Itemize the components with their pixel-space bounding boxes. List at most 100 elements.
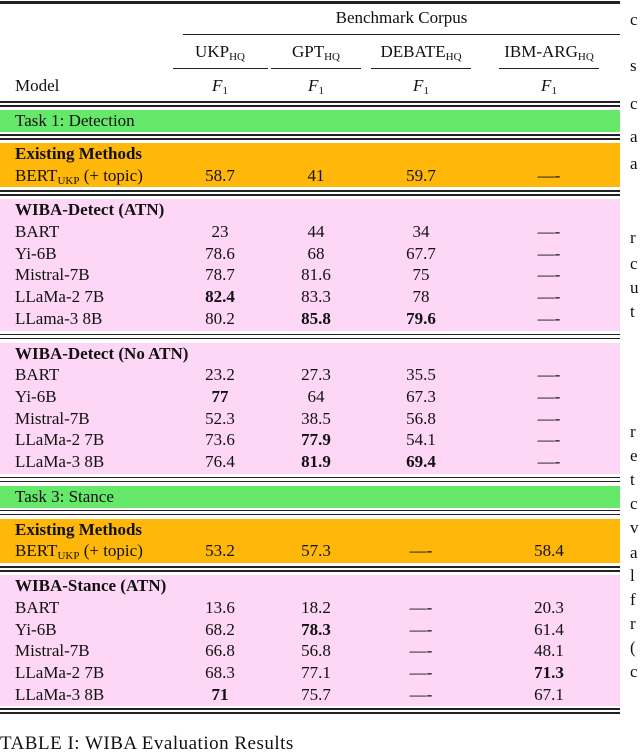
score-cell: —- (537, 386, 561, 406)
task-label: Task 3: Stance (15, 486, 114, 506)
score-cell: 18.2 (301, 597, 331, 617)
model-name: BART (15, 597, 59, 619)
double-rule (0, 712, 620, 714)
table-row: LLaMa-3 8B 71 75.7 —- 67.1 (0, 684, 620, 706)
model-name: LLama-3 8B (15, 308, 102, 330)
double-rule (0, 513, 620, 516)
metric-header: F1 (361, 76, 481, 97)
column-name: UKP (195, 42, 230, 61)
model-name-text: BERT (15, 541, 58, 561)
score-cell: —- (537, 308, 561, 328)
metric-header: F1 (256, 76, 376, 97)
score-cell: 77.1 (301, 662, 331, 682)
model-header: Model (15, 76, 60, 95)
double-rule (0, 337, 620, 340)
column-name: DEBATE (380, 42, 446, 61)
model-name: LLaMa-3 8B (15, 451, 104, 473)
score-cell: 61.4 (534, 619, 564, 639)
group-band-wiba: WIBA-Detect (ATN) BART 23 44 34 —- Yi-6B 78.6 68… (0, 199, 620, 331)
model-name-text: LLama-3 8B (15, 308, 103, 328)
score-cell: —- (537, 452, 561, 472)
score-cell: —- (409, 684, 433, 704)
double-rule (0, 194, 620, 196)
score-cell: 80.2 (205, 308, 235, 328)
score-cell: 44 (307, 222, 325, 242)
metric-name: F (413, 76, 424, 95)
table-row: BERTUKP (+ topic) 53.2 57.3 —- 58.4 (0, 540, 620, 562)
model-name-text: Yi-6B (15, 619, 57, 639)
table-row: LLaMa-2 7B 73.6 77.9 54.1 —- (0, 429, 620, 451)
score-cell: 79.6 (406, 308, 436, 328)
margin-text-fragment: a (630, 154, 638, 173)
margin-text-fragment: r (630, 614, 636, 633)
group-band-wiba: WIBA-Stance (ATN) BART 13.6 18.2 —- 20.3 Yi-6B… (0, 575, 620, 707)
top-rule (0, 1, 620, 4)
task-band: Task 3: Stance (0, 485, 620, 508)
score-cell: 81.9 (301, 452, 331, 472)
double-rule (0, 105, 620, 107)
model-name-text: LLaMa-3 8B (15, 684, 105, 704)
score-cell: 77.9 (301, 430, 331, 450)
margin-text-fragment: f (630, 590, 636, 609)
double-rule (0, 333, 620, 336)
group-band-existing: Existing Methods BERTUKP (+ topic) 53.2 57.… (0, 518, 620, 564)
model-subscript: UKP (57, 550, 80, 563)
score-cell: 78.3 (301, 619, 331, 639)
table-row: LLama-3 8B 80.2 85.8 79.6 —- (0, 308, 620, 330)
score-cell: 23 (211, 222, 229, 242)
group-band-existing: Existing Methods BERTUKP (+ topic) 58.7 41 5… (0, 143, 620, 188)
model-name-text: LLaMa-2 7B (15, 662, 105, 682)
score-cell: —- (409, 662, 433, 682)
model-name-text: Yi-6B (15, 386, 57, 406)
score-cell: 35.5 (406, 365, 436, 385)
score-cell: 57.3 (301, 541, 331, 561)
double-rule (0, 509, 620, 512)
model-suffix: (+ topic) (79, 541, 143, 561)
metric-subscript: 1 (222, 85, 228, 97)
score-cell: —- (537, 287, 561, 307)
model-name: Mistral-7B (15, 264, 90, 286)
margin-text-fragment: u (630, 278, 639, 297)
group-title-text: WIBA-Stance (ATN) (15, 576, 167, 596)
column-name: GPT (291, 42, 325, 61)
margin-text-fragment: t (630, 470, 635, 489)
task-band: Task 1: Detection (0, 110, 620, 132)
column-header: DEBATEHQ (361, 42, 481, 63)
double-rule (0, 101, 620, 103)
column-subscript: HQ (445, 51, 462, 63)
score-cell: 13.6 (205, 597, 235, 617)
model-name: LLaMa-2 7B (15, 662, 104, 684)
score-cell: 78.6 (205, 243, 235, 263)
score-cell: 66.8 (205, 641, 235, 661)
margin-text-fragment: v (630, 518, 639, 537)
double-rule (0, 138, 620, 140)
table-row: LLaMa-3 8B 76.4 81.9 69.4 —- (0, 451, 620, 473)
double-rule (0, 476, 620, 479)
score-cell: 67.3 (406, 386, 436, 406)
double-rule (0, 570, 620, 572)
table-row: Mistral-7B 66.8 56.8 —- 48.1 (0, 640, 620, 662)
group-title: Existing Methods (0, 519, 620, 541)
score-cell: —- (409, 541, 433, 561)
score-cell: —- (409, 597, 433, 617)
margin-text-fragment: c (630, 94, 638, 113)
super-header: Benchmark Corpus (335, 8, 468, 27)
model-name-text: BART (15, 222, 60, 242)
column-header: GPTHQ (256, 42, 376, 63)
score-cell: —- (537, 165, 561, 185)
model-suffix: (+ topic) (79, 165, 143, 185)
double-rule (0, 708, 620, 710)
score-cell: 75.7 (301, 684, 331, 704)
score-cell: 27.3 (301, 365, 331, 385)
double-rule (0, 566, 620, 568)
model-name: Yi-6B (15, 243, 57, 265)
score-cell: 38.5 (301, 408, 331, 428)
group-title-text: WIBA-Detect (ATN) (15, 200, 165, 220)
model-subscript: UKP (57, 174, 80, 187)
column-header: UKPHQ (160, 42, 280, 63)
model-name: LLaMa-2 7B (15, 286, 104, 308)
score-cell: 20.3 (534, 597, 564, 617)
metric-name: F (212, 76, 223, 95)
score-cell: —- (537, 408, 561, 428)
column-header-rule (371, 68, 471, 69)
